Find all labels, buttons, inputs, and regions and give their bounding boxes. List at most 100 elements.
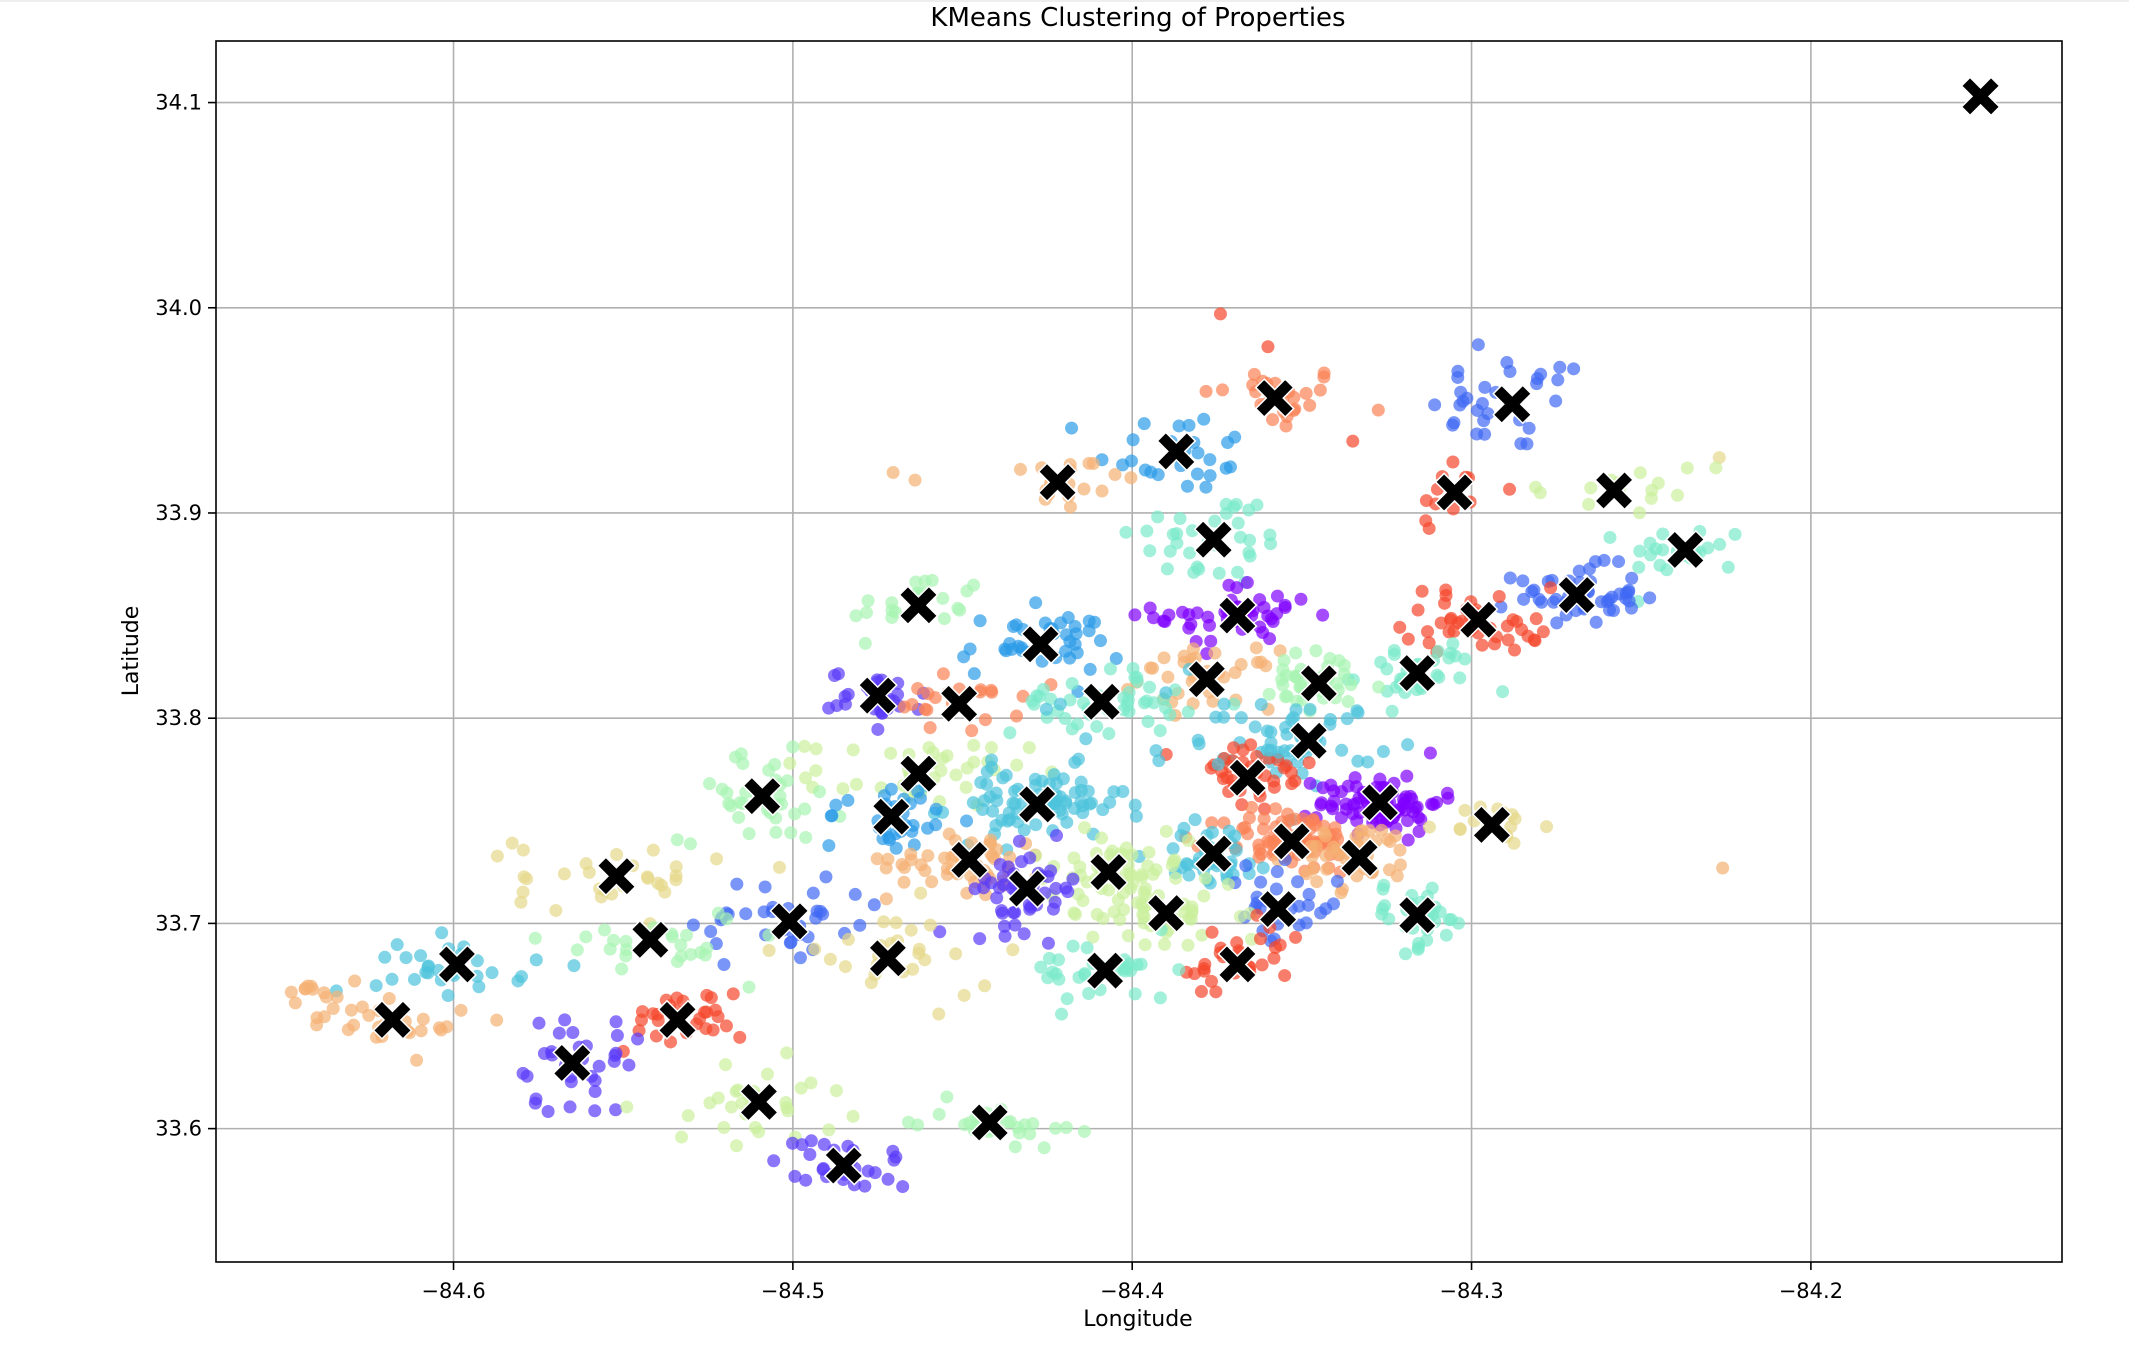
data-point [1139, 889, 1153, 903]
data-point [1529, 480, 1543, 494]
data-point [588, 1104, 602, 1118]
data-point [683, 837, 697, 851]
centroid-markers [372, 76, 2001, 1186]
data-point [1012, 834, 1026, 848]
data-point [1415, 584, 1429, 598]
data-point [700, 1005, 714, 1019]
data-point [995, 904, 1009, 918]
data-point [985, 685, 999, 699]
data-point [1090, 907, 1104, 921]
data-point [704, 991, 718, 1005]
data-point [719, 1058, 733, 1072]
data-point [1470, 403, 1484, 417]
centroid-marker [657, 999, 698, 1040]
data-point [1517, 592, 1531, 606]
data-point [1289, 930, 1303, 944]
data-point [849, 777, 863, 791]
data-point [936, 667, 950, 681]
data-point [1048, 895, 1062, 909]
data-point [1399, 947, 1413, 961]
data-point [1645, 483, 1659, 497]
data-point [918, 953, 932, 967]
data-point [1504, 820, 1518, 834]
data-point [582, 865, 596, 879]
data-point [742, 827, 756, 841]
y-tick-label: 33.9 [155, 501, 202, 525]
data-point [858, 636, 872, 650]
data-point [1109, 652, 1123, 666]
data-point [798, 802, 812, 816]
data-point [1059, 644, 1073, 658]
data-point [1656, 543, 1670, 557]
data-point [1208, 646, 1222, 660]
data-point [552, 1026, 566, 1040]
data-point [726, 987, 740, 1001]
centroid-marker [1258, 888, 1299, 930]
data-point [1350, 704, 1364, 718]
centroid-marker [630, 919, 671, 960]
data-point [1680, 461, 1694, 475]
y-tick-label: 33.8 [155, 706, 202, 730]
centroid-marker [823, 1145, 864, 1186]
data-point [1521, 629, 1535, 643]
data-point [795, 1138, 809, 1152]
data-point [700, 941, 714, 955]
data-point [997, 919, 1011, 933]
data-point [1156, 614, 1170, 628]
data-point [1234, 711, 1248, 725]
data-point [1252, 850, 1266, 864]
data-point [1093, 634, 1107, 648]
data-point [1014, 462, 1028, 476]
data-point [794, 1081, 808, 1095]
data-point [1444, 646, 1458, 660]
data-point [733, 1030, 747, 1044]
data-point [414, 949, 428, 963]
data-point [1285, 713, 1299, 727]
data-point [1023, 851, 1037, 865]
centroid-marker [871, 796, 912, 837]
data-point [1385, 704, 1399, 718]
data-point [984, 753, 998, 767]
data-point [407, 972, 421, 986]
data-point [1228, 430, 1242, 444]
data-point [1264, 725, 1278, 739]
data-point [1278, 598, 1292, 612]
data-point [1159, 824, 1173, 838]
data-point [1080, 941, 1094, 955]
centroid-marker [1217, 595, 1258, 636]
data-point [1282, 814, 1296, 828]
data-point [1656, 527, 1670, 541]
data-point [715, 782, 729, 796]
data-point [1080, 875, 1094, 889]
data-point [670, 833, 684, 847]
centroid-marker [1665, 529, 1706, 570]
centroid-marker [1594, 470, 1635, 511]
centroid-marker [1156, 431, 1197, 472]
data-point [886, 466, 900, 480]
centroid-marker [372, 999, 413, 1040]
data-point [1442, 625, 1456, 639]
data-point [1422, 521, 1436, 535]
data-point [762, 943, 776, 957]
data-point [767, 1154, 781, 1168]
data-point [382, 992, 396, 1006]
data-point [1514, 437, 1528, 451]
data-point [348, 974, 362, 988]
data-point [921, 821, 935, 835]
data-point [1550, 616, 1564, 630]
data-point [1103, 662, 1117, 676]
data-point [1633, 466, 1647, 480]
data-point [923, 721, 937, 735]
data-point [1231, 516, 1245, 530]
data-point [1334, 785, 1348, 799]
data-point [1299, 386, 1313, 400]
data-point [1124, 964, 1138, 978]
y-tick-label: 34.1 [155, 91, 202, 115]
centroid-marker [1085, 950, 1126, 991]
data-point [1411, 810, 1425, 824]
data-point [1460, 391, 1474, 405]
data-point [730, 1139, 744, 1153]
x-tick-label: −84.2 [1779, 1279, 1843, 1303]
data-point [1151, 510, 1165, 524]
data-point [1291, 875, 1305, 889]
